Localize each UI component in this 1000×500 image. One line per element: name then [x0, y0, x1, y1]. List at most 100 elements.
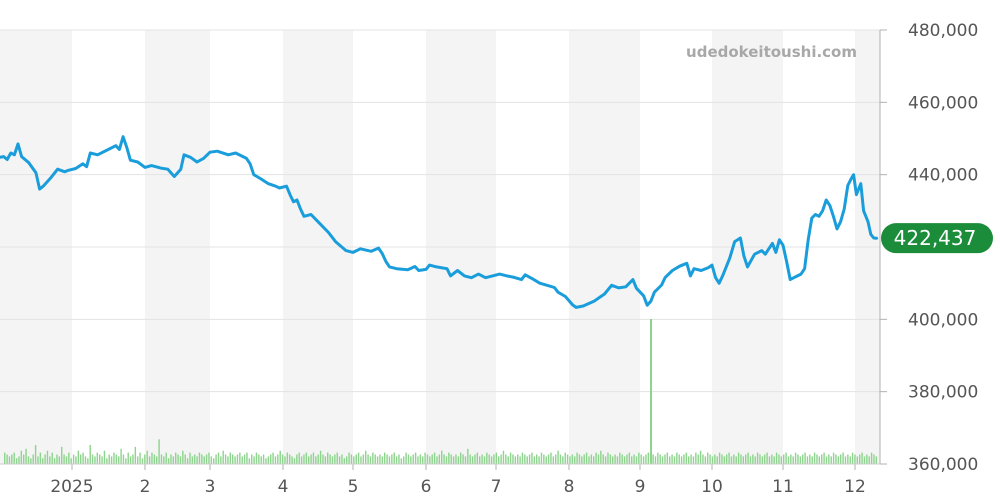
volume-bar — [545, 456, 547, 464]
volume-bar — [281, 454, 284, 464]
volume-bar — [343, 458, 346, 464]
volume-bar — [816, 454, 818, 464]
volume-bar — [99, 454, 101, 464]
volume-bar — [557, 450, 559, 464]
volume-bar — [331, 456, 334, 464]
volume-bar — [654, 456, 657, 464]
volume-bar — [740, 454, 742, 464]
volume-bar — [664, 454, 666, 464]
volume-bar — [766, 452, 768, 464]
volume-bar — [246, 452, 248, 464]
volume-bar — [30, 458, 32, 464]
volume-bar — [222, 450, 224, 464]
volume-bar — [685, 452, 688, 464]
volume-bar — [84, 456, 87, 464]
volume-bar — [46, 450, 49, 464]
volume-bar — [384, 452, 386, 464]
volume-bar — [327, 452, 329, 464]
volume-bar — [163, 456, 165, 464]
volume-bar — [53, 458, 56, 464]
volume-bar — [464, 456, 467, 464]
volume-bar — [479, 456, 481, 464]
volume-bar — [764, 454, 766, 464]
volume-bar — [476, 452, 479, 464]
volume-bar — [825, 456, 828, 464]
volume-bar — [635, 456, 638, 464]
volume-bar — [619, 452, 621, 464]
volume-bar — [414, 452, 417, 464]
volume-bar — [716, 456, 718, 464]
volume-bar — [854, 454, 856, 464]
y-axis: 480,000 460,000 440,000 400,000 380,000 360,0… — [880, 21, 978, 475]
volume-bar — [241, 456, 243, 464]
volume-bar — [550, 452, 552, 464]
volume-bar — [566, 454, 569, 464]
volume-bar — [324, 456, 327, 464]
volume-bar — [486, 452, 488, 464]
volume-bar — [310, 454, 312, 464]
volume-bar — [704, 456, 707, 464]
volume-bar — [692, 456, 695, 464]
volume-bar — [265, 458, 267, 464]
volume-bar — [6, 454, 8, 464]
volume-bar — [849, 456, 851, 464]
volume-bar — [329, 454, 331, 464]
volume-bar — [697, 454, 699, 464]
y-tick-label: 460,000 — [908, 93, 978, 113]
volume-bar — [296, 454, 298, 464]
volume-bar — [49, 456, 51, 464]
volume-bar — [842, 452, 844, 464]
volume-bar — [540, 452, 543, 464]
volume-bar — [232, 454, 234, 464]
volume-bar — [42, 458, 44, 464]
volume-bar — [267, 456, 270, 464]
volume-bar — [759, 454, 761, 464]
volume-bar — [236, 454, 239, 464]
volume-bar — [410, 456, 412, 464]
volume-bar — [141, 458, 144, 464]
volume-bar — [334, 454, 336, 464]
volume-bar — [239, 452, 241, 464]
volume-bar — [433, 452, 436, 464]
volume-bar — [336, 452, 338, 464]
y-tick-label: 480,000 — [908, 21, 978, 41]
volume-bar — [65, 456, 68, 464]
volume-bar — [728, 452, 730, 464]
volume-bar — [445, 456, 448, 464]
volume-bar — [101, 456, 103, 464]
volume-bar — [210, 456, 213, 464]
volume-bar — [749, 456, 752, 464]
volume-bar — [678, 454, 680, 464]
volume-bar — [118, 456, 120, 464]
volume-bar — [811, 456, 813, 464]
volume-bar — [514, 456, 517, 464]
volume-bar — [806, 456, 809, 464]
volume-bar — [355, 454, 357, 464]
volume-bar — [873, 454, 875, 464]
volume-bar — [483, 456, 486, 464]
volume-bar — [172, 456, 175, 464]
volume-bar — [87, 458, 89, 464]
volume-bar — [673, 456, 676, 464]
volume-bar — [284, 456, 286, 464]
volume-bar — [676, 452, 678, 464]
volume-bar — [372, 452, 374, 464]
volume-bar — [120, 448, 122, 464]
y-tick-label: 440,000 — [908, 166, 978, 186]
volume-bar — [144, 454, 146, 464]
volume-bar — [158, 439, 160, 464]
volume-bar — [787, 456, 790, 464]
volume-bar — [794, 452, 797, 464]
volume-bar — [80, 454, 82, 464]
volume-bar — [89, 445, 91, 464]
volume-bar — [747, 452, 749, 464]
volume-bar — [312, 452, 315, 464]
volume-bar — [220, 456, 222, 464]
volume-bar — [474, 454, 476, 464]
volume-bar — [205, 454, 208, 464]
volume-bar — [412, 454, 414, 464]
price-line — [0, 135, 879, 309]
volume-bar — [552, 456, 555, 464]
volume-bar — [357, 452, 360, 464]
volume-bar — [398, 454, 400, 464]
